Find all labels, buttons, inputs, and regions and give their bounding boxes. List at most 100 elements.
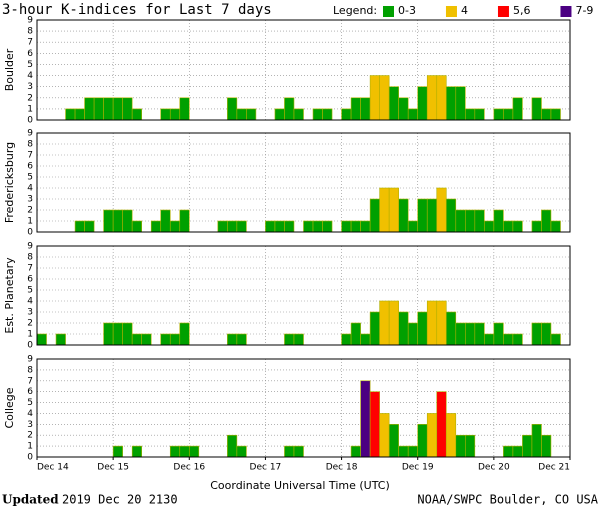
bar — [160, 333, 171, 346]
bar — [341, 333, 352, 346]
y-tick-label: 1 — [27, 104, 33, 114]
bar — [541, 108, 552, 121]
bar — [293, 333, 304, 346]
updated-label: Updated — [2, 493, 59, 507]
y-tick-label: 1 — [27, 330, 33, 340]
x-tick-label: Dec 17 — [250, 463, 282, 473]
bar — [150, 220, 162, 233]
bar — [265, 220, 276, 233]
bar — [445, 413, 457, 458]
bar — [455, 86, 466, 121]
y-tick-label: 9 — [27, 16, 33, 26]
bar — [360, 97, 371, 121]
bar — [379, 75, 390, 121]
bar — [493, 209, 504, 233]
y-tick-label: 5 — [27, 398, 33, 408]
bar — [484, 220, 495, 233]
y-axis-label: Boulder — [3, 48, 16, 91]
bar — [417, 311, 428, 346]
bar — [426, 413, 438, 458]
bar — [455, 209, 466, 233]
bar — [388, 424, 399, 458]
bar — [445, 198, 457, 233]
bar — [512, 333, 523, 346]
bar — [74, 220, 85, 233]
bar — [512, 220, 523, 233]
bar — [227, 434, 238, 458]
bar — [160, 108, 171, 121]
bar — [246, 108, 257, 121]
bar — [407, 322, 419, 346]
bar — [169, 220, 181, 233]
y-tick-label: 8 — [27, 27, 33, 37]
bar — [465, 434, 476, 458]
bar — [112, 445, 123, 458]
bar — [503, 108, 514, 121]
legend-swatch — [383, 6, 394, 17]
bar — [284, 220, 295, 233]
bar — [284, 97, 295, 121]
y-tick-label: 7 — [27, 376, 33, 386]
bar — [55, 333, 66, 346]
bar — [179, 97, 190, 121]
bar — [465, 209, 476, 233]
bar — [474, 322, 485, 346]
bar — [65, 108, 76, 121]
y-tick-label: 9 — [27, 355, 33, 365]
bar — [179, 322, 190, 346]
bar — [217, 220, 228, 233]
bar — [179, 445, 190, 458]
bar — [284, 333, 295, 346]
bar — [36, 333, 47, 346]
bar — [541, 322, 552, 346]
bar — [465, 322, 476, 346]
bar — [236, 108, 247, 121]
bar — [131, 445, 142, 458]
bar — [398, 445, 409, 458]
bar — [112, 97, 123, 121]
bar — [274, 220, 285, 233]
plot-frame — [36, 245, 571, 346]
y-tick-label: 6 — [27, 387, 33, 397]
bar — [455, 322, 466, 346]
bar — [436, 75, 447, 121]
bar — [426, 300, 438, 346]
bar — [179, 209, 190, 233]
bar — [398, 198, 409, 233]
bar — [417, 86, 428, 121]
bar — [398, 311, 409, 346]
x-tick-label: Dec 19 — [402, 463, 434, 473]
x-axis-label: Coordinate Universal Time (UTC) — [210, 479, 390, 492]
bar — [131, 220, 142, 233]
bar — [360, 380, 371, 458]
legend-label: 5,6 — [513, 4, 531, 17]
y-tick-label: 0 — [27, 116, 33, 126]
y-tick-label: 2 — [27, 431, 33, 441]
bar — [531, 322, 542, 346]
x-tick-label: Dec 21 — [538, 463, 570, 473]
y-tick-label: 8 — [27, 253, 33, 263]
y-tick-label: 6 — [27, 49, 33, 59]
bar — [417, 198, 428, 233]
bar — [512, 445, 523, 458]
y-tick-label: 5 — [27, 286, 33, 296]
bar — [303, 220, 314, 233]
bar — [360, 220, 371, 233]
y-tick-label: 7 — [27, 151, 33, 161]
y-tick-label: 0 — [27, 228, 33, 238]
bar — [227, 97, 238, 121]
bar — [436, 391, 447, 458]
bar — [465, 108, 476, 121]
plot-frame — [36, 132, 571, 233]
bar — [541, 434, 552, 458]
bar — [84, 220, 95, 233]
bar — [455, 434, 466, 458]
bar — [122, 209, 133, 233]
bar — [122, 97, 133, 121]
bar — [474, 209, 485, 233]
y-tick-label: 5 — [27, 60, 33, 70]
legend-label: 0-3 — [398, 4, 416, 17]
legend-label: 4 — [461, 4, 468, 17]
